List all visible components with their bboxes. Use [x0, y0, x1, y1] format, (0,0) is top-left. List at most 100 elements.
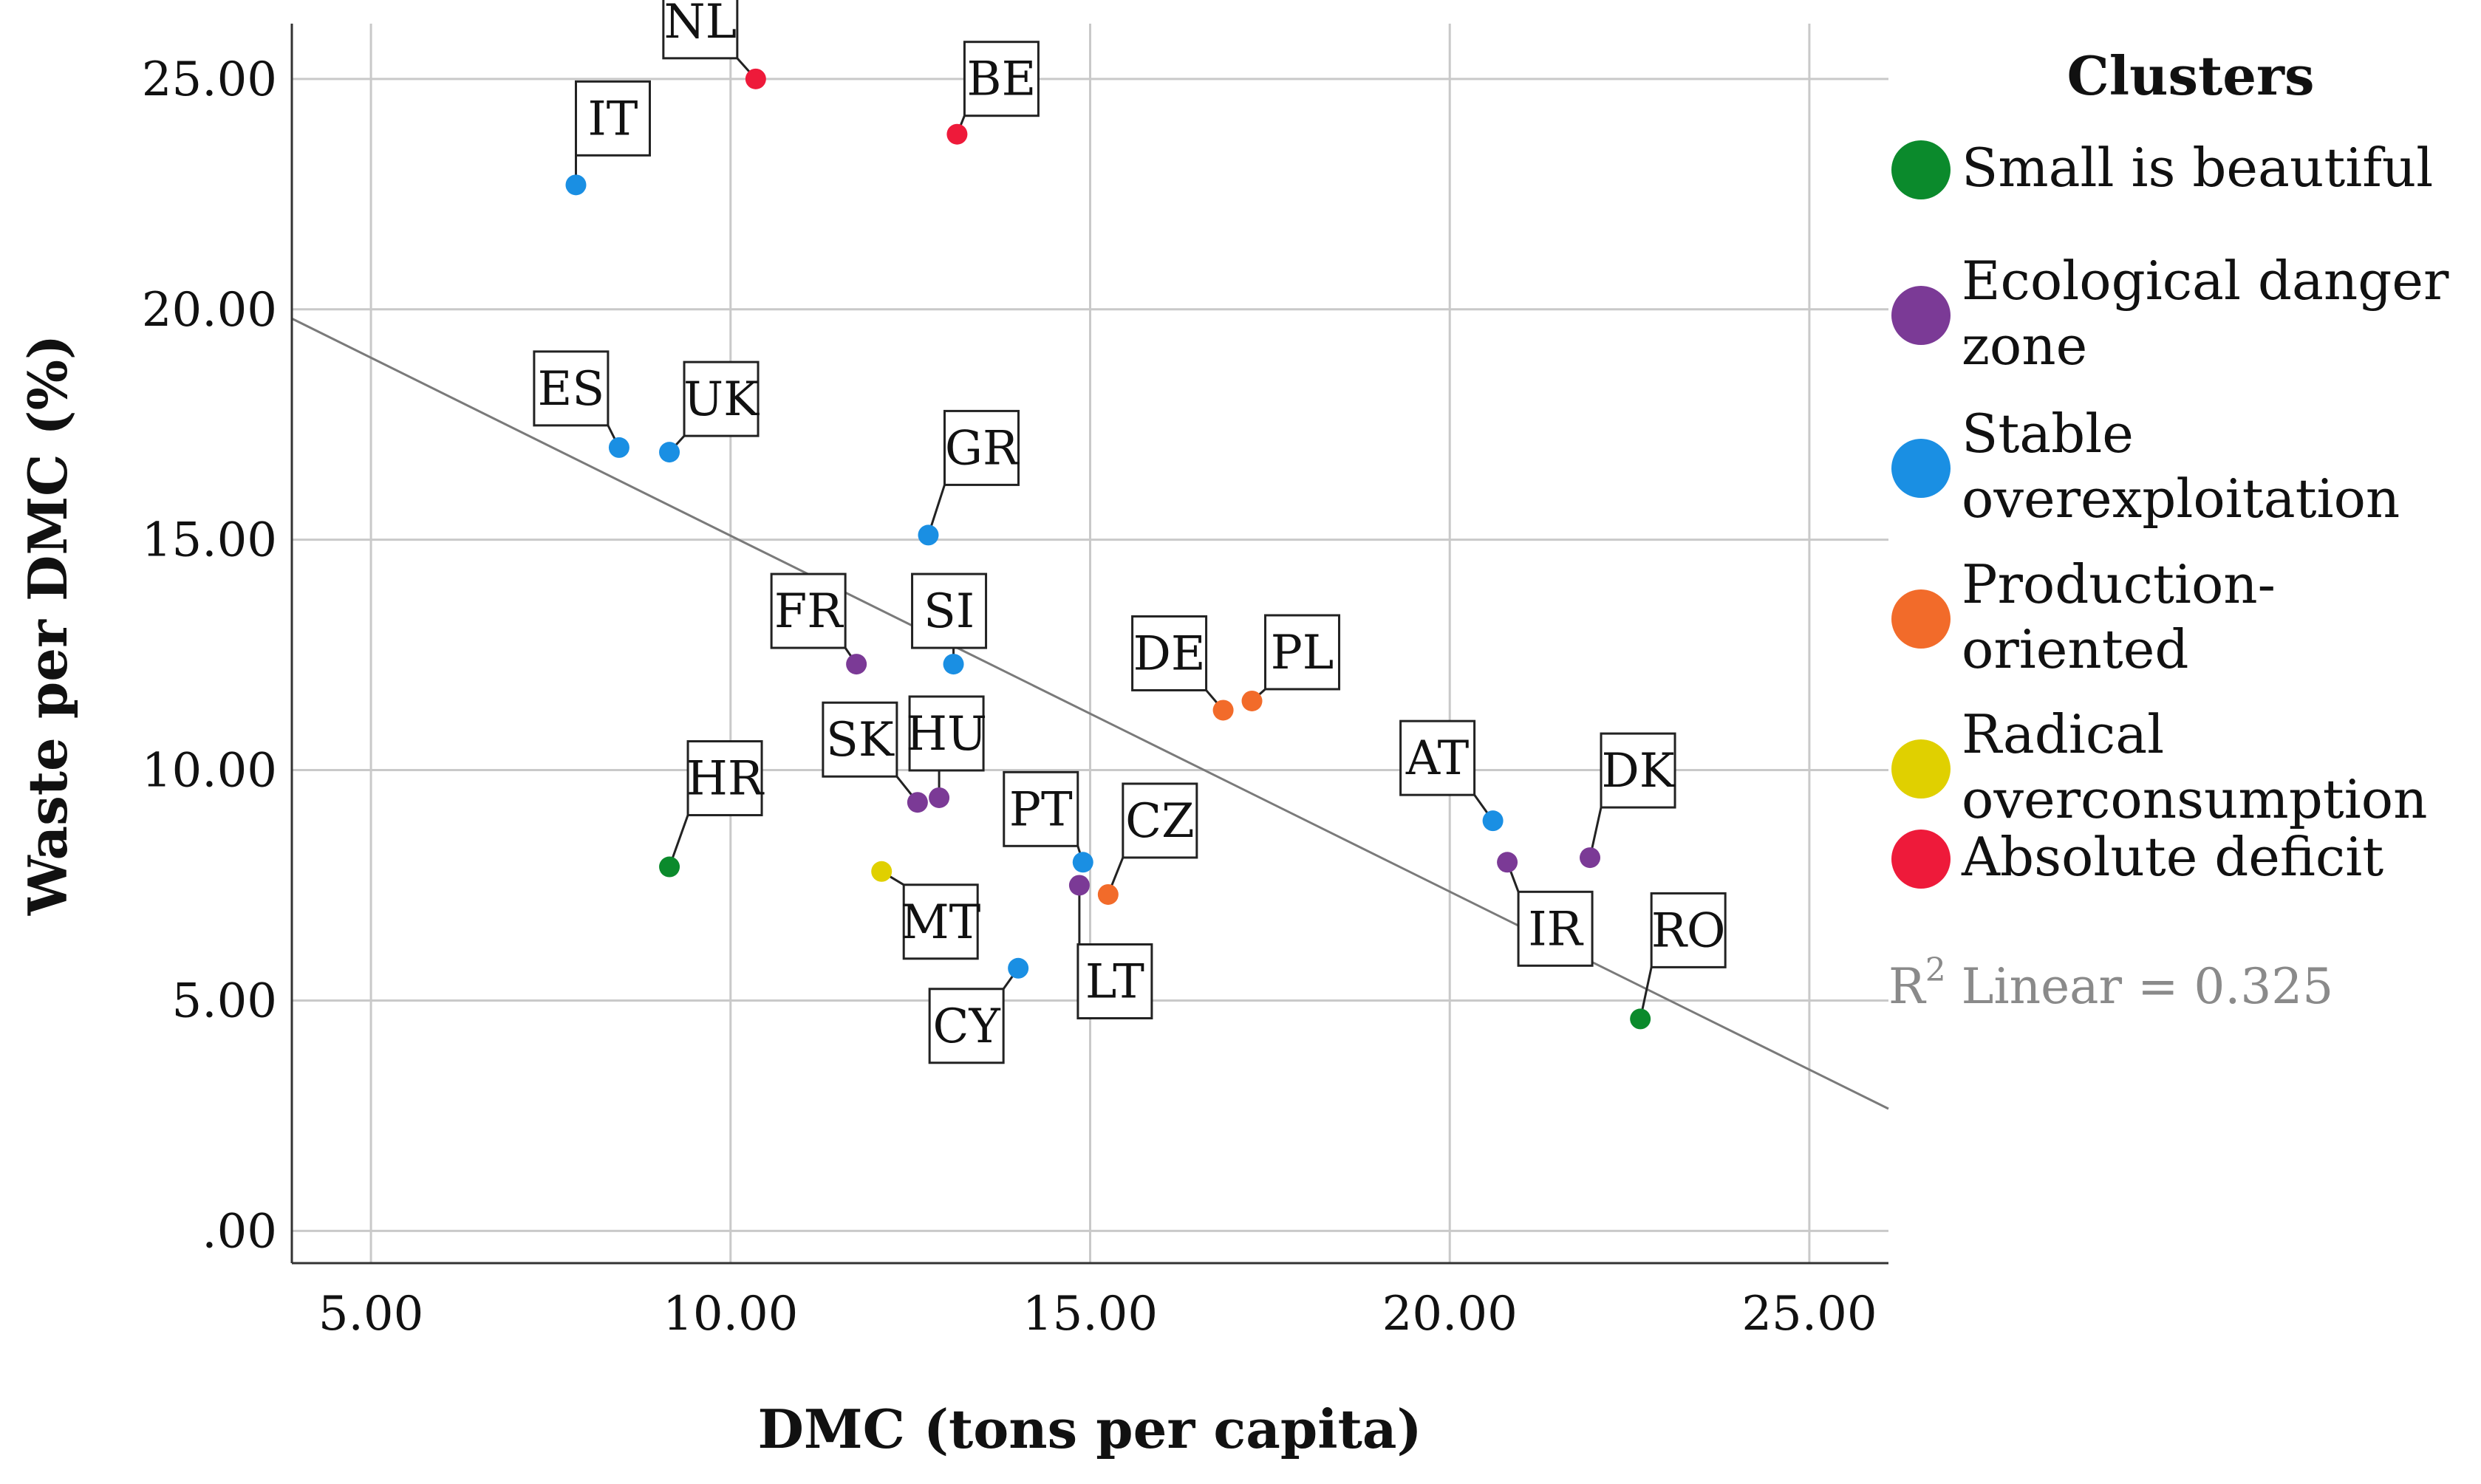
- point-label-box: [575, 80, 652, 157]
- y-tick-label: 25.00: [142, 52, 277, 107]
- r-squared-label-base: R: [1888, 958, 1927, 1015]
- legend-label: Radical: [1962, 703, 2164, 765]
- point-label-box: [928, 988, 1005, 1064]
- data-point-gr: [918, 524, 939, 546]
- y-tick-label: 15.00: [142, 513, 277, 568]
- point-label-text: GR: [945, 421, 1020, 476]
- point-label-es: ES: [533, 350, 610, 427]
- data-point-hr: [659, 856, 680, 878]
- point-label-cy: CY: [928, 988, 1005, 1064]
- point-label-box: [902, 883, 979, 960]
- point-label-box: [1076, 943, 1153, 1019]
- x-tick-label: 20.00: [1382, 1287, 1518, 1341]
- legend-label: zone: [1962, 315, 2087, 377]
- data-point-si: [943, 654, 964, 675]
- legend-marker: [1891, 830, 1951, 889]
- data-point-mt: [871, 861, 893, 882]
- point-label-box: [1517, 890, 1594, 967]
- data-point-be: [946, 123, 968, 145]
- point-label-ir: IR: [1517, 890, 1594, 967]
- legend-label: oriented: [1962, 618, 2188, 680]
- point-label-hu: HU: [906, 695, 987, 772]
- legend-marker: [1891, 739, 1951, 799]
- point-label-text: LT: [1085, 954, 1144, 1009]
- point-label-text: MT: [901, 895, 981, 950]
- point-label-box: [1131, 615, 1208, 691]
- point-label-text: AT: [1405, 731, 1470, 786]
- point-label-text: RO: [1651, 903, 1726, 958]
- point-label-text: SK: [826, 713, 895, 767]
- point-label-box: [1399, 719, 1476, 796]
- point-label-text: PT: [1009, 782, 1073, 837]
- point-label-box: [1650, 892, 1727, 968]
- point-label-box: [908, 695, 985, 772]
- data-point-dk: [1580, 847, 1601, 869]
- point-label-box: [963, 41, 1040, 117]
- point-label-hr: HR: [686, 740, 765, 817]
- y-tick-label: .00: [202, 1204, 277, 1259]
- legend-marker: [1891, 140, 1951, 199]
- point-label-de: DE: [1131, 615, 1208, 691]
- data-point-uk: [659, 442, 680, 463]
- point-label-box: [1003, 770, 1079, 847]
- r-squared-superscript: 2: [1925, 951, 1946, 989]
- point-label-box: [1122, 782, 1198, 859]
- x-axis-title: DMC (tons per capita): [757, 1398, 1422, 1460]
- point-label-cz: CZ: [1122, 782, 1198, 859]
- point-label-box: [1264, 614, 1341, 691]
- point-labels: IT NL BE ES UK GR FR SI DE PL HR SK HU PT LT CZ MT CY AT IR…: [533, 0, 1727, 1064]
- point-label-box: [943, 409, 1020, 486]
- point-label-text: CZ: [1125, 794, 1194, 849]
- point-label-lt: LT: [1076, 943, 1153, 1019]
- x-tick-label: 15.00: [1023, 1287, 1158, 1341]
- legend-item: Absolute deficit: [1891, 826, 2383, 889]
- legend-title: Clusters: [2067, 44, 2314, 107]
- point-label-text: UK: [683, 372, 760, 427]
- legend-marker: [1891, 286, 1951, 345]
- point-label-box: [911, 572, 988, 649]
- point-label-fr: FR: [770, 572, 847, 649]
- x-tick-label: 5.00: [318, 1287, 424, 1341]
- data-point-sk: [907, 792, 928, 813]
- data-point-fr: [846, 654, 867, 675]
- legend-label: Small is beautiful: [1962, 137, 2433, 199]
- point-label-uk: UK: [683, 360, 760, 437]
- point-label-si: SI: [911, 572, 988, 649]
- point-label-pt: PT: [1003, 770, 1079, 847]
- legend-label: Absolute deficit: [1961, 826, 2383, 888]
- point-label-text: CY: [933, 999, 1001, 1054]
- data-point-ir: [1497, 852, 1518, 873]
- grid-lines: [292, 24, 1888, 1263]
- y-tick-label: 5.00: [172, 974, 278, 1028]
- legend-item: Production-oriented: [1891, 553, 2276, 680]
- point-label-box: [686, 740, 763, 817]
- y-axis-title: Waste per DMC (%): [16, 335, 79, 916]
- point-label-at: AT: [1399, 719, 1476, 796]
- r-squared-label-rest: Linear = 0.325: [1946, 958, 2334, 1015]
- data-point-hu: [929, 787, 950, 808]
- legend-label: Stable: [1962, 403, 2134, 465]
- data-point-de: [1212, 700, 1234, 721]
- legend-marker: [1891, 439, 1951, 498]
- point-label-pl: PL: [1264, 614, 1341, 691]
- point-label-text: HU: [906, 707, 987, 762]
- data-point-ro: [1630, 1008, 1651, 1030]
- point-label-box: [533, 350, 610, 427]
- point-label-text: SI: [924, 584, 975, 639]
- y-tick-label: 20.00: [142, 283, 277, 338]
- x-tick-label: 25.00: [1741, 1287, 1877, 1341]
- data-point-cy: [1008, 957, 1029, 979]
- legend-item: Small is beautiful: [1891, 137, 2433, 199]
- legend-label: overconsumption: [1962, 768, 2427, 830]
- point-label-gr: GR: [943, 409, 1020, 486]
- legend-label: Production-: [1962, 553, 2276, 615]
- point-label-text: HR: [686, 752, 765, 807]
- x-tick-label: 10.00: [663, 1287, 798, 1341]
- legend-marker: [1891, 589, 1951, 649]
- data-point-nl: [745, 68, 766, 89]
- point-label-text: ES: [538, 362, 605, 417]
